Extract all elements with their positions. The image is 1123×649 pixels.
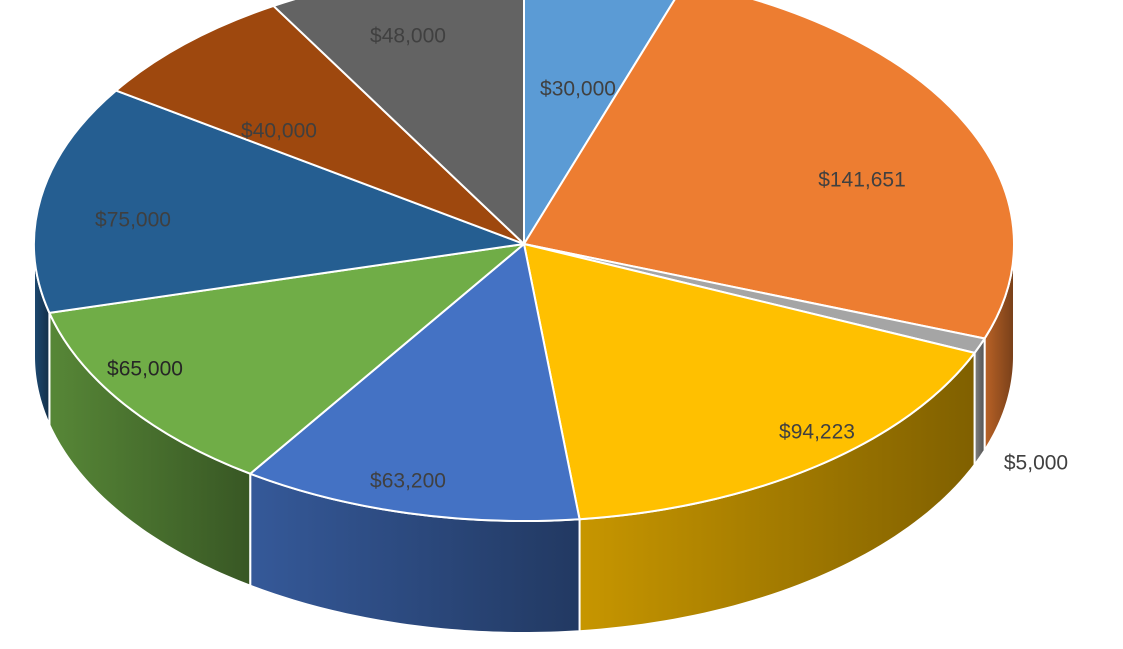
pie-slice-side <box>973 337 986 466</box>
pie-slice <box>33 89 525 314</box>
pie-data-label: $75,000 <box>95 209 171 232</box>
pie-top-faces <box>33 0 1015 522</box>
pie-data-label: $5,000 <box>1004 452 1068 475</box>
pie-data-label: $65,000 <box>107 358 183 381</box>
pie-slice <box>523 0 676 245</box>
pie-data-labels: $30,000 $141,651 $5,000 $94,223 $63,200 $65,0… <box>95 25 1068 493</box>
pie-slice <box>523 0 1015 340</box>
pie-slice <box>115 4 525 245</box>
pie-slice <box>272 0 525 245</box>
pie-data-label: $141,651 <box>818 169 906 192</box>
pie-slice <box>523 243 976 521</box>
pie-data-label: $40,000 <box>241 120 317 143</box>
pie-side-walls <box>33 243 1015 634</box>
pie-slice <box>48 243 525 475</box>
pie-data-label: $63,200 <box>370 470 446 493</box>
pie-data-label: $48,000 <box>370 25 446 48</box>
pie-slice <box>249 243 581 522</box>
pie-data-label: $30,000 <box>540 78 616 101</box>
pie-data-label: $94,223 <box>779 421 855 444</box>
